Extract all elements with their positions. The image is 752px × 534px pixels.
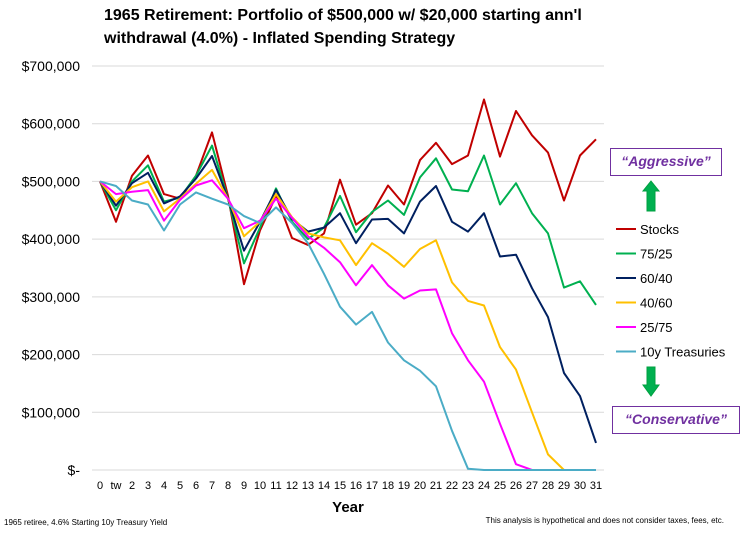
x-tick-label: 25 — [494, 480, 506, 492]
legend-label: 25/75 — [640, 320, 673, 335]
arrows — [641, 180, 661, 397]
x-tick-label: 24 — [478, 480, 490, 492]
y-tick-label: $600,000 — [22, 116, 81, 132]
x-tick-label: 0 — [97, 480, 103, 492]
legend-label: Stocks — [640, 222, 680, 237]
x-tick-label: tw — [111, 480, 122, 492]
x-tick-label: 13 — [302, 480, 314, 492]
x-tick-label: 14 — [318, 480, 330, 492]
chart-title: 1965 Retirement: Portfolio of $500,000 w… — [104, 4, 744, 50]
x-tick-label: 30 — [574, 480, 586, 492]
x-axis-ticks: 0 tw 2 3 4 5 6 7 8 9 10 11 12 13 14 15 16 17 18 19 20 21 22 23 2… — [97, 480, 602, 492]
legend-label: 60/40 — [640, 271, 673, 286]
x-tick-label: 22 — [446, 480, 458, 492]
x-tick-label: 27 — [526, 480, 538, 492]
x-tick-label: 8 — [225, 480, 231, 492]
legend: Stocks 75/25 60/40 40/60 25/75 10y Treasuries — [616, 222, 726, 360]
y-tick-label: $200,000 — [22, 347, 81, 363]
x-tick-label: 20 — [414, 480, 426, 492]
chart-title-line2: withdrawal (4.0%) - Inflated Spending St… — [104, 30, 456, 47]
series-line-60-40 — [99, 155, 597, 444]
conservative-callout: “Conservative” — [612, 406, 740, 434]
y-tick-label: $300,000 — [22, 289, 81, 305]
x-tick-label: 5 — [177, 480, 183, 492]
x-tick-label: 12 — [286, 480, 298, 492]
series-line-10y-treasuries — [99, 180, 596, 471]
x-axis-title: Year — [332, 499, 364, 516]
x-tick-label: 29 — [558, 480, 570, 492]
x-tick-label: 3 — [145, 480, 151, 492]
series-line-25-75 — [99, 179, 596, 471]
footnote-right: This analysis is hypothetical and does n… — [485, 516, 724, 525]
x-tick-label: 10 — [254, 480, 266, 492]
y-tick-label: $- — [68, 462, 81, 478]
legend-label: 75/25 — [640, 247, 673, 262]
x-tick-label: 16 — [350, 480, 362, 492]
x-tick-label: 15 — [334, 480, 346, 492]
x-tick-label: 9 — [241, 480, 247, 492]
y-axis-ticks: $- $100,000 $200,000 $300,000 $400,000 $500,0… — [22, 58, 81, 478]
y-tick-label: $500,000 — [22, 173, 81, 189]
down-arrow-icon — [642, 366, 660, 397]
x-tick-label: 28 — [542, 480, 554, 492]
x-tick-label: 4 — [161, 480, 167, 492]
y-tick-label: $100,000 — [22, 404, 81, 420]
x-tick-label: 6 — [193, 480, 199, 492]
legend-label: 10y Treasuries — [640, 345, 726, 360]
series-line-75-25 — [99, 144, 597, 306]
chart-title-line1: 1965 Retirement: Portfolio of $500,000 w… — [104, 7, 582, 24]
footnote-left: 1965 retiree, 4.6% Starting 10y Treasury… — [4, 518, 168, 527]
x-tick-label: 19 — [398, 480, 410, 492]
x-tick-label: 18 — [382, 480, 394, 492]
y-tick-label: $400,000 — [22, 231, 81, 247]
x-tick-label: 11 — [270, 480, 281, 492]
x-tick-label: 21 — [430, 480, 442, 492]
x-tick-label: 26 — [510, 480, 522, 492]
legend-label: 40/60 — [640, 296, 673, 311]
x-tick-label: 31 — [590, 480, 602, 492]
x-tick-label: 23 — [462, 480, 474, 492]
x-tick-label: 17 — [366, 480, 378, 492]
x-tick-label: 7 — [209, 480, 215, 492]
aggressive-callout: “Aggressive” — [610, 148, 722, 176]
y-tick-label: $700,000 — [22, 58, 81, 74]
x-tick-label: 2 — [129, 480, 135, 492]
series-lines — [99, 98, 597, 471]
up-arrow-icon — [641, 180, 661, 212]
